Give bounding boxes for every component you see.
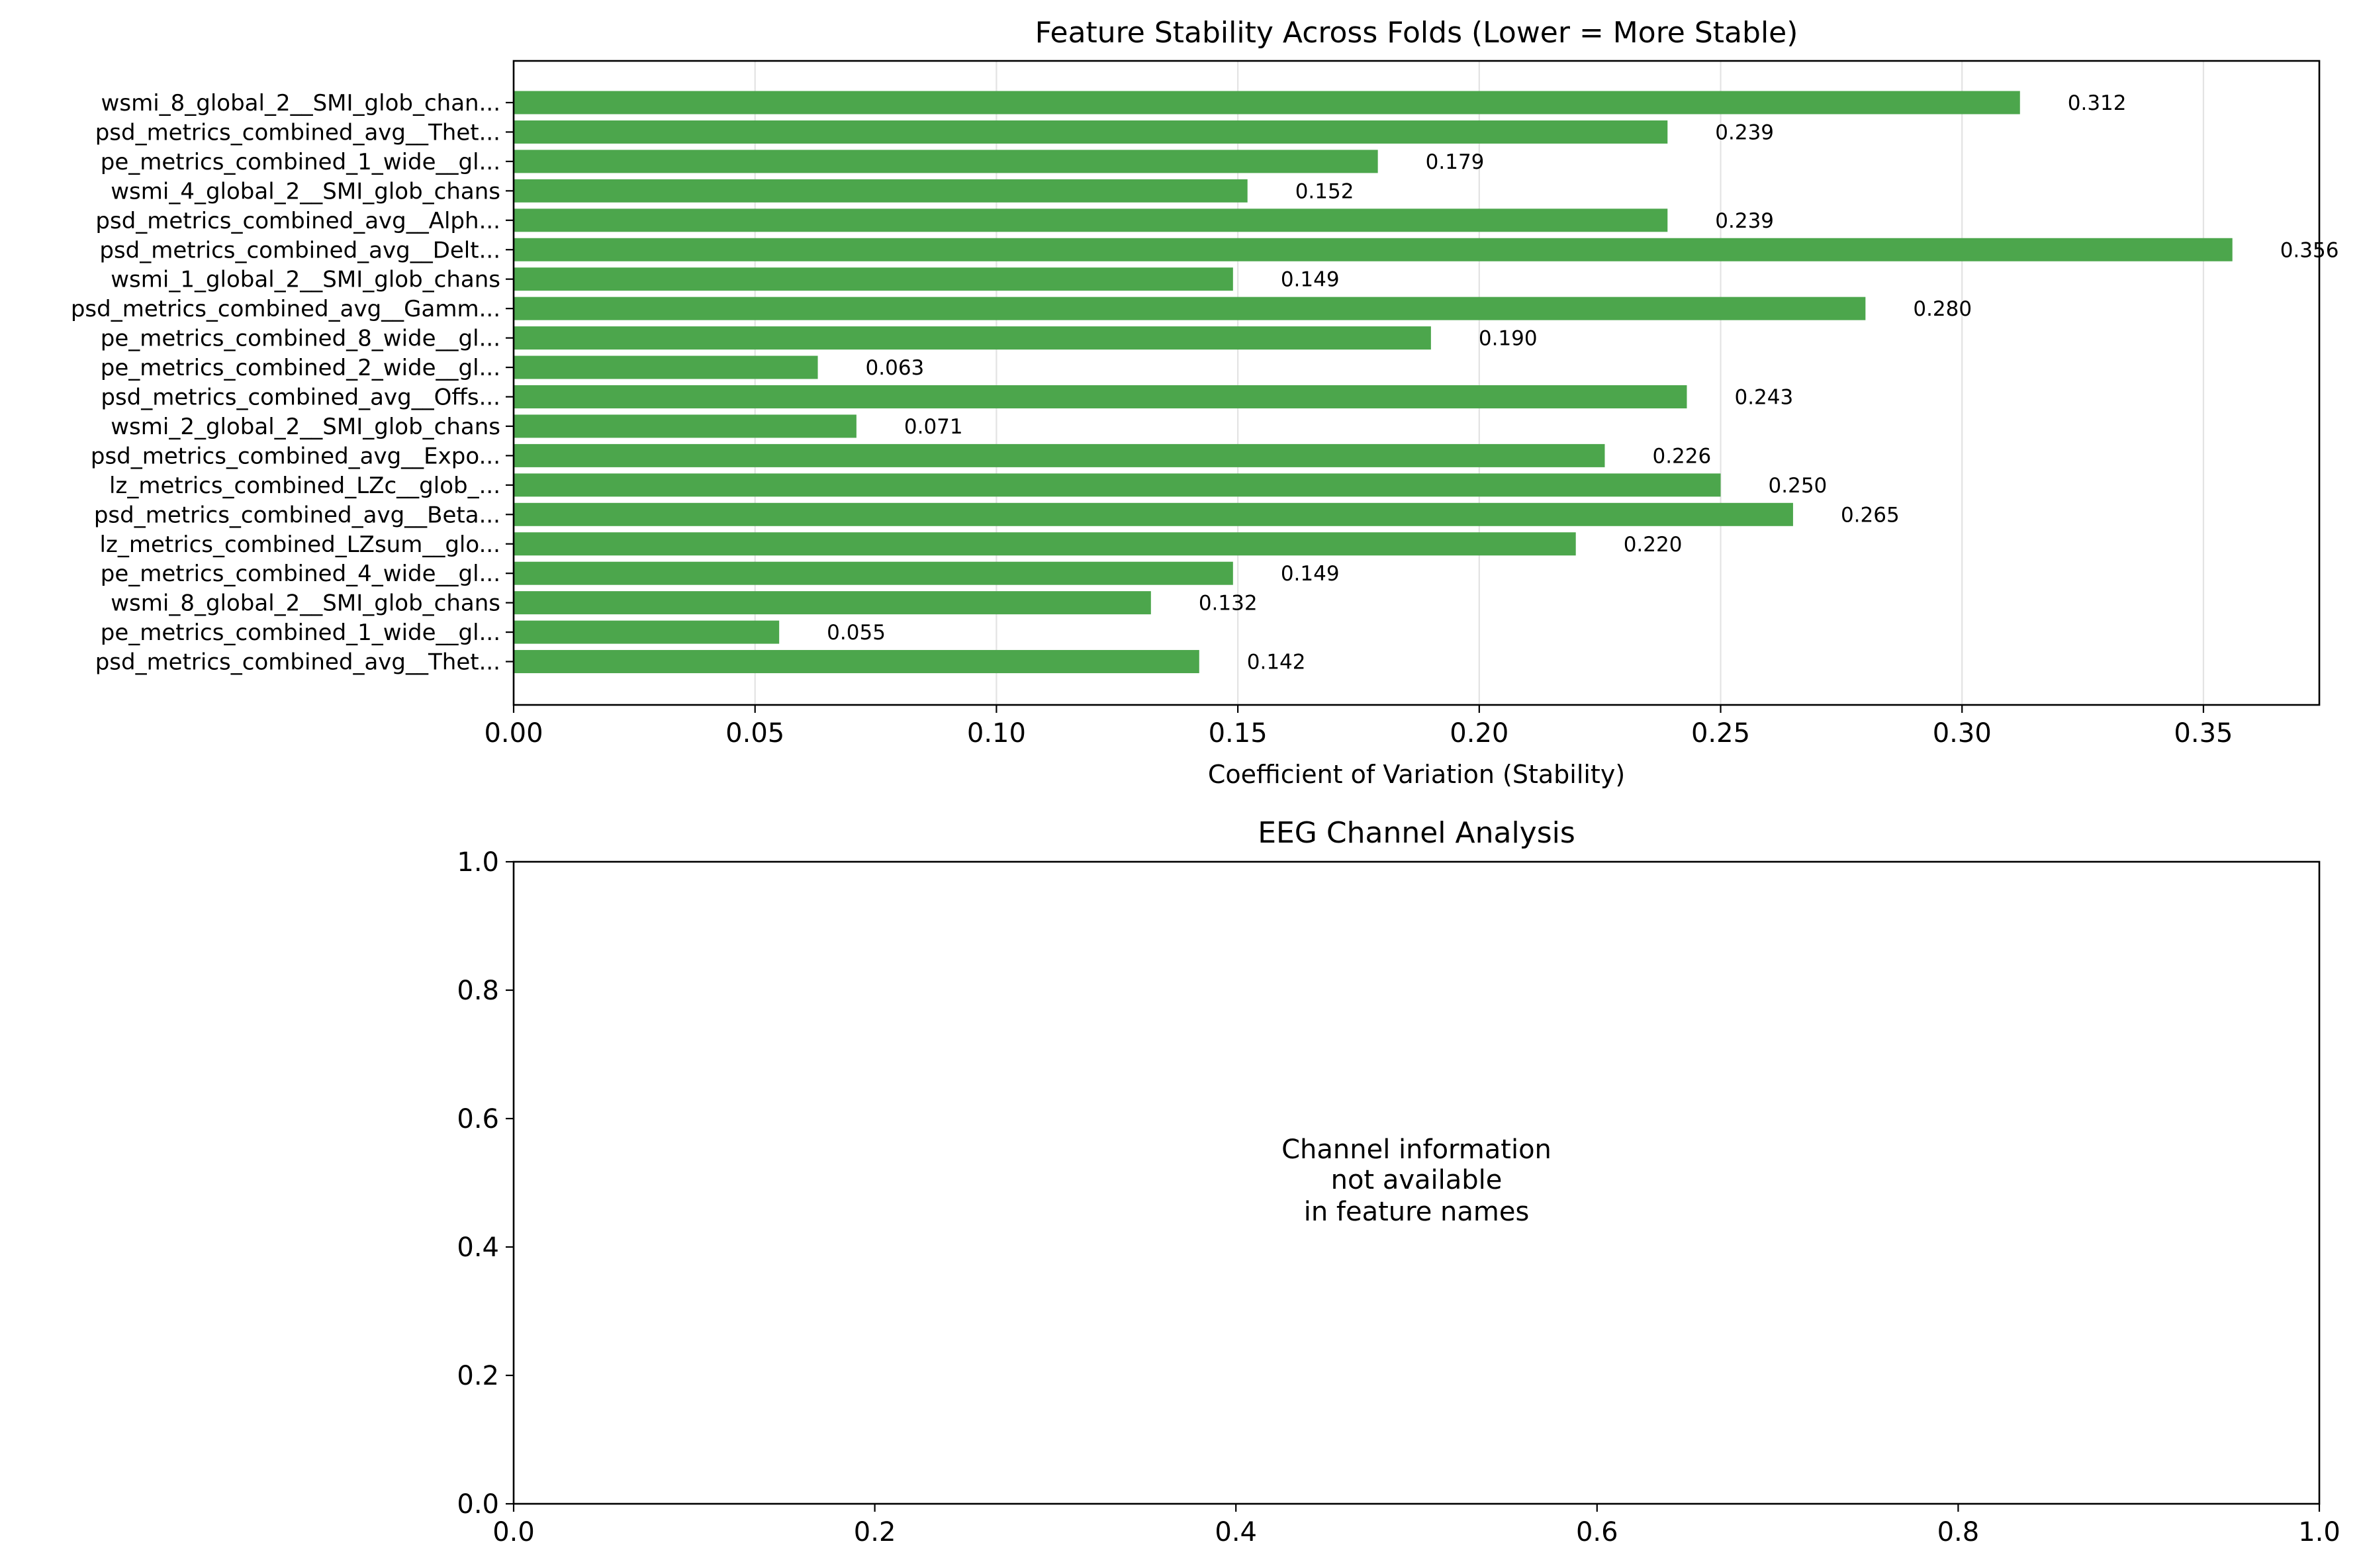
stability-bar-chart: Feature Stability Across Folds (Lower = … <box>71 16 2339 789</box>
stability-bar-value-label: 0.312 <box>2068 91 2127 115</box>
stability-bars <box>514 91 2233 674</box>
stability-bar <box>514 650 1199 674</box>
stability-x-tick-label: 0.00 <box>484 718 543 749</box>
stability-bar-value-label: 0.239 <box>1715 209 1774 233</box>
eeg-annotation-line-2: not available <box>1331 1165 1503 1195</box>
stability-feature-label: psd_metrics_combined_avg__Delt... <box>99 237 500 263</box>
stability-bar-value-label: 0.149 <box>1281 268 1340 292</box>
stability-feature-label: lz_metrics_combined_LZc__glob_... <box>109 473 500 499</box>
stability-bar-value-label: 0.132 <box>1199 592 1258 616</box>
stability-x-tick-label: 0.30 <box>1933 718 1992 749</box>
stability-feature-label: psd_metrics_combined_avg__Gamm... <box>71 296 500 322</box>
eeg-x-tick-label: 0.2 <box>854 1517 896 1547</box>
stability-bar <box>514 355 818 379</box>
stability-bar <box>514 502 1793 526</box>
stability-feature-label: wsmi_2_global_2__SMI_glob_chans <box>111 414 500 440</box>
stability-y-axis: wsmi_8_global_2__SMI_glob_chan... psd_met… <box>71 90 514 676</box>
stability-chart-title: Feature Stability Across Folds (Lower = … <box>1035 16 1798 50</box>
stability-feature-label: wsmi_4_global_2__SMI_glob_chans <box>111 178 500 205</box>
eeg-annotation-line-3: in feature names <box>1304 1197 1530 1227</box>
eeg-x-tick-label: 0.0 <box>492 1517 535 1547</box>
stability-bar <box>514 414 857 438</box>
stability-feature-label: pe_metrics_combined_1_wide__gl... <box>101 620 500 646</box>
stability-bar-value-label: 0.356 <box>2280 238 2339 262</box>
stability-bar-value-label: 0.142 <box>1247 651 1306 674</box>
eeg-y-tick-label: 0.0 <box>457 1489 499 1520</box>
stability-feature-label: wsmi_8_global_2__SMI_glob_chan... <box>101 90 500 116</box>
stability-bar-value-label: 0.152 <box>1295 179 1354 203</box>
stability-feature-label: pe_metrics_combined_2_wide__gl... <box>101 355 500 381</box>
stability-x-tick-label: 0.20 <box>1450 718 1508 749</box>
stability-bar-value-label: 0.063 <box>866 356 925 380</box>
stability-bar-value-label: 0.239 <box>1715 120 1774 144</box>
stability-feature-label: psd_metrics_combined_avg__Expo... <box>91 443 500 469</box>
eeg-chart-title: EEG Channel Analysis <box>1258 816 1575 850</box>
eeg-x-tick-label: 0.4 <box>1215 1517 1257 1547</box>
stability-x-axis: 0.00 0.05 0.10 0.15 0.20 0.25 0.30 0.35 <box>484 705 2233 749</box>
stability-bar <box>514 326 1431 350</box>
eeg-y-tick-label: 1.0 <box>457 847 499 878</box>
stability-bar-value-label: 0.226 <box>1652 444 1711 468</box>
stability-feature-label: wsmi_8_global_2__SMI_glob_chans <box>111 590 500 617</box>
stability-feature-label: pe_metrics_combined_4_wide__gl... <box>101 561 500 587</box>
stability-bar-value-label: 0.265 <box>1841 503 1900 527</box>
stability-bar <box>514 385 1687 408</box>
stability-bar-value-label: 0.243 <box>1734 386 1793 410</box>
eeg-annotation-line-1: Channel information <box>1281 1134 1552 1165</box>
eeg-plot-frame <box>512 860 2321 1505</box>
eeg-x-tick-label: 0.6 <box>1576 1517 1618 1547</box>
stability-x-tick-label: 0.25 <box>1691 718 1750 749</box>
eeg-y-axis: 0.0 0.2 0.4 0.6 0.8 1.0 <box>457 847 514 1520</box>
stability-feature-label: pe_metrics_combined_8_wide__gl... <box>101 326 500 352</box>
stability-bar <box>514 120 1668 144</box>
stability-x-tick-label: 0.15 <box>1209 718 1268 749</box>
stability-x-tick-label: 0.05 <box>725 718 784 749</box>
stability-bar <box>514 620 780 644</box>
eeg-y-tick-label: 0.6 <box>457 1104 499 1134</box>
stability-bar-value-label: 0.071 <box>904 415 963 439</box>
stability-x-tick-label: 0.10 <box>967 718 1026 749</box>
stability-feature-label: psd_metrics_combined_avg__Alph... <box>95 208 500 234</box>
stability-bar <box>514 238 2233 261</box>
stability-feature-label: psd_metrics_combined_avg__Offs... <box>101 385 500 411</box>
stability-x-axis-label: Coefficient of Variation (Stability) <box>1208 760 1625 789</box>
stability-bar <box>514 591 1151 615</box>
stability-bar-value-label: 0.220 <box>1624 533 1683 557</box>
stability-plot-frame <box>512 60 2321 706</box>
stability-bar-value-label: 0.149 <box>1281 562 1340 586</box>
stability-bar <box>514 179 1248 203</box>
eeg-x-tick-label: 0.8 <box>1937 1517 1980 1547</box>
stability-feature-label: psd_metrics_combined_avg__Beta... <box>94 502 500 528</box>
stability-bar <box>514 150 1378 173</box>
stability-value-labels: 0.312 0.239 0.179 0.152 0.239 0.356 0.149 0.280… <box>827 91 2339 674</box>
stability-feature-label: psd_metrics_combined_avg__Thet... <box>95 119 500 146</box>
stability-bar <box>514 561 1233 585</box>
stability-feature-label: pe_metrics_combined_1_wide__gl... <box>101 149 500 175</box>
stability-feature-label: wsmi_1_global_2__SMI_glob_chans <box>111 267 500 293</box>
stability-bar <box>514 473 1721 497</box>
stability-bar-value-label: 0.179 <box>1426 150 1485 174</box>
eeg-y-tick-label: 0.4 <box>457 1232 499 1263</box>
eeg-channel-chart: EEG Channel Analysis 0.0 0.2 0.4 0.6 0.8 1.0 … <box>457 816 2340 1547</box>
eeg-y-tick-label: 0.8 <box>457 976 499 1006</box>
stability-bar <box>514 443 1605 467</box>
stability-bar <box>514 267 1233 291</box>
stability-bar <box>514 532 1576 556</box>
stability-feature-label: lz_metrics_combined_LZsum__glo... <box>100 531 500 558</box>
stability-x-tick-label: 0.35 <box>2174 718 2233 749</box>
eeg-x-tick-label: 1.0 <box>2298 1517 2340 1547</box>
stability-bar <box>514 297 1866 320</box>
eeg-x-axis: 0.0 0.2 0.4 0.6 0.8 1.0 <box>492 1504 2340 1547</box>
stability-feature-label: psd_metrics_combined_avg__Thet... <box>95 649 500 676</box>
stability-bar-value-label: 0.190 <box>1479 327 1538 351</box>
stability-bar <box>514 208 1668 232</box>
stability-bar <box>514 91 2020 115</box>
stability-bar-value-label: 0.280 <box>1913 297 1972 321</box>
stability-bar-value-label: 0.055 <box>827 621 886 645</box>
stability-bar-value-label: 0.250 <box>1769 474 1828 498</box>
eeg-y-tick-label: 0.2 <box>457 1361 499 1391</box>
